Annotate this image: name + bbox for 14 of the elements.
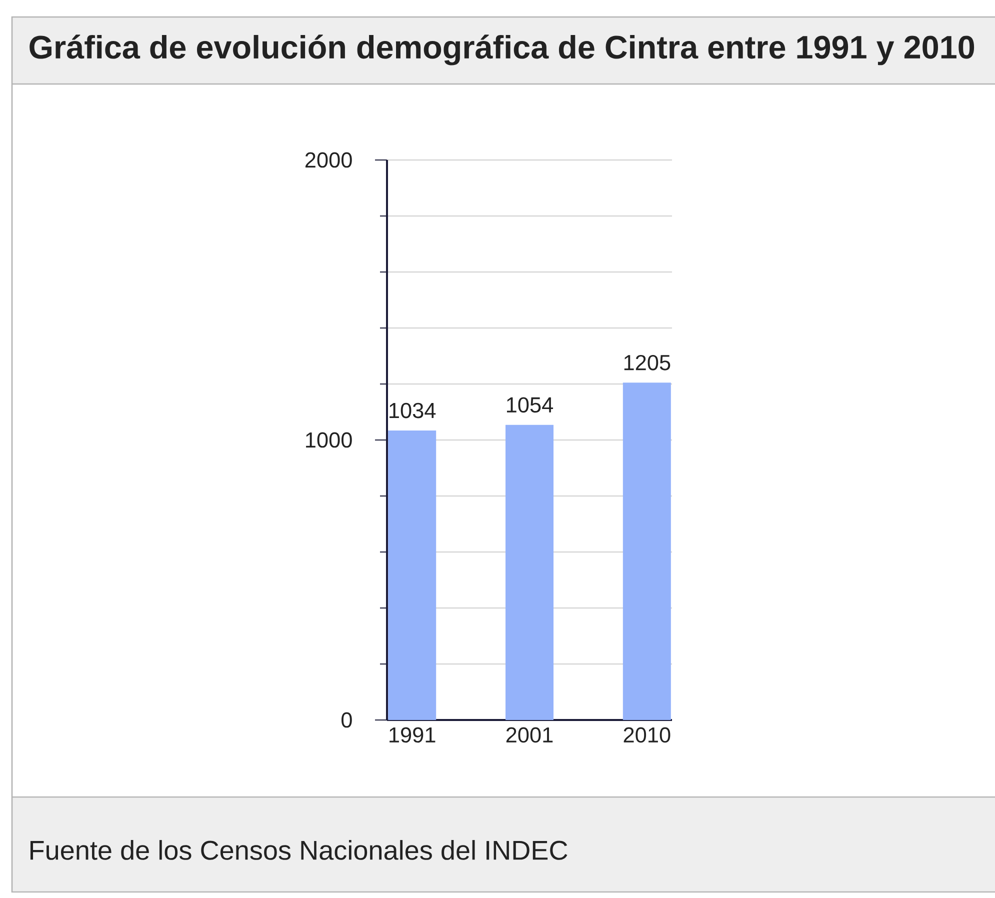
source-note: Fuente de los Censos Nacionales del INDEC: [30, 840, 568, 860]
y-tick-label: 1000: [306, 432, 352, 448]
data-label: 1054: [506, 397, 554, 413]
bar: [388, 430, 436, 720]
bar: [622, 382, 671, 720]
x-tick-label: 1991: [390, 727, 436, 743]
x-tick-label: 2010: [624, 727, 670, 743]
y-tick-label: 2000: [305, 152, 352, 168]
x-tick-label: 2001: [506, 727, 553, 743]
bar: [506, 424, 554, 720]
chart-title: Gráfica de evolución demográfica de Cintra entre 1991 y 2010: [30, 34, 974, 66]
data-label: 1205: [624, 354, 670, 370]
y-tick-label: 0: [342, 712, 352, 728]
data-label: 1034: [390, 402, 436, 418]
